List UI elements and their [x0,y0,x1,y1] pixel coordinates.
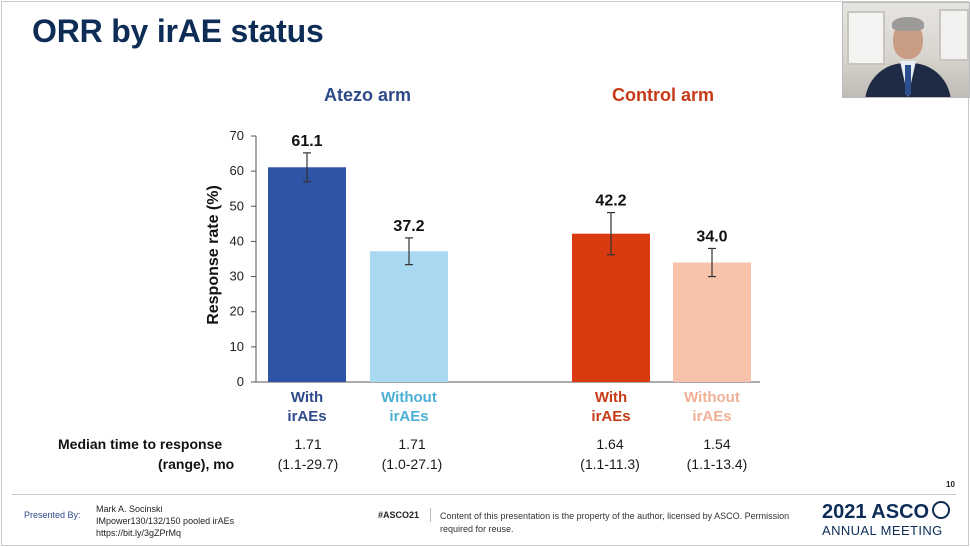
copyright-notice: Content of this presentation is the prop… [440,511,790,534]
y-tick-label: 0 [237,374,244,389]
video-window [939,9,969,61]
y-tick-label: 40 [230,233,244,248]
video-hair [892,17,924,31]
video-window [847,11,885,65]
median-value: 1.54 [703,436,731,452]
median-range: (1.1-13.4) [686,456,748,472]
median-range: (1.1-29.7) [277,456,339,472]
data-label: 37.2 [393,218,424,235]
asco-mark-icon [932,501,951,519]
page-number: 10 [946,480,955,489]
presented-by-label: Presented By: [24,510,81,520]
median-time-label: Median time to response [58,436,223,452]
bar [370,251,448,382]
slide-title: ORR by irAE status [32,13,324,49]
y-tick-label: 10 [230,339,244,354]
y-axis-title: Response rate (%) [205,185,222,325]
median-value: 1.71 [294,436,322,452]
x-tick-label: With [595,389,627,406]
y-tick-label: 20 [230,304,244,319]
bar [572,233,650,382]
median-value: 1.71 [398,436,426,452]
asco-logo-text: 2021 ASCO [822,501,930,523]
footer-separator [430,508,431,522]
atezo-arm-label: Atezo arm [324,85,412,105]
bar [673,262,751,382]
x-tick-label: Without [381,389,437,406]
median-time-label-unit: (range), mo [158,456,235,472]
x-tick-label: irAEs [389,408,428,425]
footer-divider [12,494,956,495]
y-tick-label: 30 [230,269,244,284]
data-label: 42.2 [595,193,626,210]
presenter-name: Mark A. Socinski [96,504,163,514]
median-range: (1.0-27.1) [381,456,443,472]
control-arm-label: Control arm [612,85,715,105]
y-tick-label: 70 [230,128,244,143]
presenter-video [842,2,970,98]
x-tick-label: irAEs [692,408,731,425]
x-tick-label: Without [684,389,740,406]
presenter-study: IMpower130/132/150 pooled irAEs [96,516,235,526]
x-tick-label: irAEs [287,408,326,425]
data-label: 34.0 [696,228,727,245]
bar [268,167,346,382]
y-tick-label: 60 [230,163,244,178]
asco-logo: 2021 ASCO [822,500,951,524]
x-tick-label: With [291,389,323,406]
video-tie [905,65,911,95]
median-range: (1.1-11.3) [580,456,640,472]
median-value: 1.64 [596,436,624,452]
y-tick-label: 50 [230,198,244,213]
x-tick-label: irAEs [591,408,630,425]
data-label: 61.1 [291,133,322,150]
hashtag: #ASCO21 [378,510,420,520]
asco-logo-subtitle: ANNUAL MEETING [822,523,943,538]
presenter-link[interactable]: https://bit.ly/3gZPrMq [96,528,182,538]
